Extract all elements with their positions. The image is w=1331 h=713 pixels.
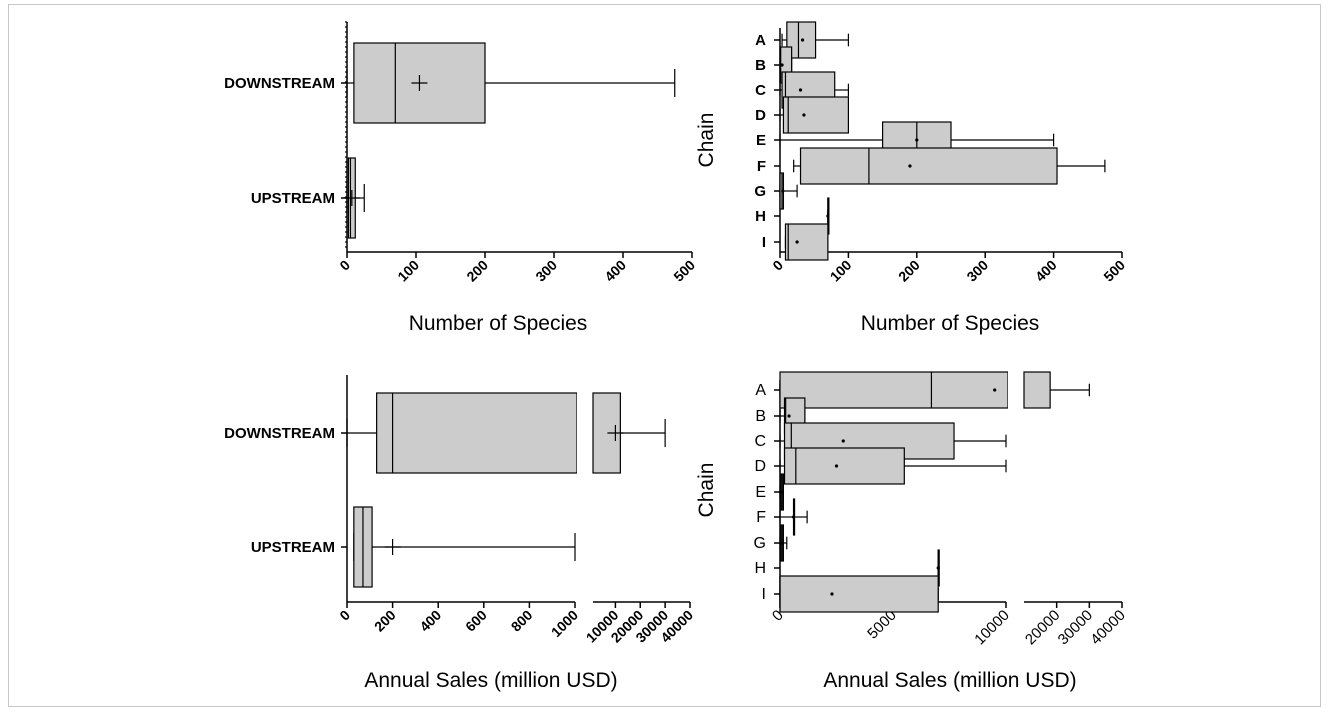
category-label: C [755, 82, 766, 99]
x-tick-label: 40000 [1087, 607, 1129, 649]
x-tick-label: 0 [769, 257, 786, 274]
box-f [779, 498, 808, 536]
category-label: DOWNSTREAM [224, 75, 335, 92]
category-label: E [756, 132, 766, 149]
x-tick-label: 300 [532, 257, 560, 285]
category-label: B [755, 57, 766, 74]
iqr-box [782, 96, 849, 134]
x-tick-label: 500 [670, 257, 698, 285]
category-label: I [762, 234, 766, 251]
category-label: I [762, 586, 766, 603]
category-label: D [754, 458, 766, 475]
box-e [779, 473, 784, 511]
x-axis-title: Annual Sales (million USD) [823, 669, 1076, 692]
box-d [779, 96, 850, 134]
x-tick-label: 500 [1100, 257, 1128, 285]
category-label: UPSTREAM [251, 190, 335, 207]
mean-marker [798, 88, 803, 92]
x-tick-label: 400 [601, 257, 629, 285]
category-label: DOWNSTREAM [224, 425, 335, 442]
category-label: B [755, 408, 766, 425]
figure-frame [8, 4, 1321, 707]
x-tick-label: 20000 [1022, 607, 1064, 649]
iqr-box [1023, 371, 1051, 409]
mean-marker [826, 214, 830, 218]
box-i [784, 223, 829, 261]
x-tick-label: 0 [336, 607, 353, 624]
axis-break-gap [1008, 370, 1023, 410]
category-label: G [754, 535, 766, 552]
y-axis-title: Chain [695, 113, 718, 168]
box-downstream [346, 42, 676, 124]
category-label: H [754, 560, 766, 577]
iqr-box [783, 447, 905, 485]
x-tick-label: 800 [508, 607, 536, 635]
x-tick-label: 200 [371, 607, 399, 635]
x-tick-label: 400 [1032, 257, 1060, 285]
category-label: F [756, 509, 766, 526]
box-d [779, 447, 1007, 485]
box-upstream [353, 506, 576, 588]
x-tick-label: 200 [463, 257, 491, 285]
category-label: A [755, 32, 766, 49]
iqr-box [784, 223, 829, 261]
mean-marker [841, 439, 845, 443]
box-upstream [343, 157, 365, 239]
x-tick-label: 10000 [971, 607, 1013, 649]
mean-marker [780, 63, 784, 67]
mean-marker [802, 113, 806, 117]
iqr-box [779, 575, 939, 613]
category-label: E [755, 484, 766, 501]
x-tick-label: 100 [394, 257, 422, 285]
category-label: D [755, 107, 766, 124]
y-axis-title: Chain [695, 463, 718, 518]
mean-marker [834, 464, 839, 468]
x-axis-title: Annual Sales (million USD) [364, 669, 617, 692]
box-a [779, 370, 1090, 410]
mean-marker [993, 388, 997, 392]
mean-marker [915, 138, 919, 142]
mean-marker [830, 592, 834, 596]
box-downstream [346, 391, 666, 475]
x-tick-label: 0 [336, 257, 353, 274]
mean-marker [780, 490, 784, 494]
box-g [779, 172, 798, 210]
category-label: UPSTREAM [251, 539, 335, 556]
x-axis-title: Number of Species [409, 312, 588, 335]
category-label: C [754, 433, 766, 450]
mean-marker [936, 566, 940, 570]
mean-marker [781, 189, 785, 193]
x-tick-label: 1000 [548, 607, 581, 640]
mean-marker [791, 515, 796, 519]
category-label: H [755, 208, 766, 225]
x-tick-label: 400 [416, 607, 444, 635]
x-tick-label: 600 [462, 607, 490, 635]
mean-marker [780, 541, 784, 545]
box-g [779, 524, 788, 562]
mean-marker [787, 414, 791, 418]
axis-break-gap [577, 391, 592, 475]
category-label: A [755, 382, 766, 399]
x-tick-label: 30000 [1055, 607, 1097, 649]
mean-marker [908, 164, 912, 168]
mean-marker [795, 240, 799, 244]
box-f [793, 147, 1106, 185]
category-label: G [754, 183, 766, 200]
iqr-box [799, 147, 1058, 185]
x-tick-label: 100 [827, 257, 855, 285]
x-tick-label: 200 [895, 257, 923, 285]
category-label: F [757, 158, 766, 175]
x-axis-title: Number of Species [861, 312, 1040, 335]
mean-marker [800, 38, 805, 42]
iqr-box [376, 392, 578, 474]
box-i [779, 575, 939, 613]
x-tick-label: 300 [963, 257, 991, 285]
iqr-box [779, 371, 1009, 409]
